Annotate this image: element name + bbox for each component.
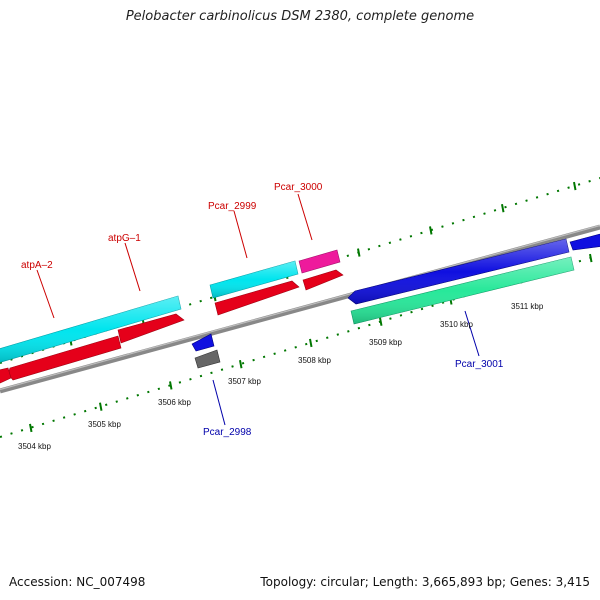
- genome-summary-text: Topology: circular; Length: 3,665,893 bp…: [260, 575, 590, 589]
- red-gene-edge: [0, 367, 12, 384]
- lower-major-tick: [309, 338, 313, 348]
- red-gene-atpG: [117, 313, 185, 344]
- kbp-label-3507: 3507 kbp: [228, 377, 261, 386]
- upper-major-tick: [357, 248, 361, 257]
- lower-major-tick: [589, 253, 593, 263]
- label-pcar-3000: Pcar_3000: [274, 182, 323, 193]
- lower-major-tick: [239, 360, 243, 369]
- genome-backbone: [0, 224, 600, 394]
- kbp-label-3509: 3509 kbp: [369, 338, 402, 347]
- kbp-label-3511: 3511 kbp: [511, 302, 544, 311]
- blue-gene-small: [191, 333, 215, 352]
- leader-pcar-2999: [233, 210, 248, 259]
- label-pcar-2998: Pcar_2998: [203, 427, 252, 438]
- lower-major-tick: [379, 317, 383, 326]
- leader-atpA-2: [36, 269, 55, 319]
- kbp-label-3505: 3505 kbp: [88, 420, 121, 429]
- lower-major-tick: [169, 381, 173, 390]
- blue-gene-edge: [569, 233, 600, 251]
- label-atpA-2: atpA–2: [21, 260, 53, 271]
- leader-pcar-2998: [212, 379, 226, 426]
- red-gene-right: [302, 269, 344, 291]
- upper-major-tick: [573, 181, 577, 191]
- kbp-label-3510: 3510 kbp: [440, 320, 473, 329]
- kbp-label-3506: 3506 kbp: [158, 398, 191, 407]
- kbp-label-3504: 3504 kbp: [18, 442, 51, 451]
- magenta-gene: [298, 249, 341, 274]
- red-gene-mid: [214, 280, 300, 316]
- accession-text: Accession: NC_007498: [9, 575, 146, 589]
- lower-major-tick: [29, 423, 33, 433]
- label-atpG-1: atpG–1: [108, 233, 141, 244]
- leader-atpG-1: [124, 242, 141, 292]
- genome-backbone-highlight: [0, 224, 600, 391]
- upper-major-tick: [429, 226, 433, 235]
- lower-major-tick: [99, 402, 103, 411]
- leader-pcar-3001: [464, 310, 480, 357]
- gene-gloss-overlay: [0, 239, 574, 363]
- upper-major-tick: [501, 204, 505, 213]
- map-title: Pelobacter carbinolicus DSM 2380, comple…: [125, 9, 475, 24]
- kbp-label-3508: 3508 kbp: [298, 356, 331, 365]
- label-pcar-2999: Pcar_2999: [208, 201, 257, 212]
- label-pcar-3001: Pcar_3001: [455, 359, 504, 370]
- gray-gene-small: [194, 349, 221, 369]
- leader-pcar-3000: [297, 193, 313, 241]
